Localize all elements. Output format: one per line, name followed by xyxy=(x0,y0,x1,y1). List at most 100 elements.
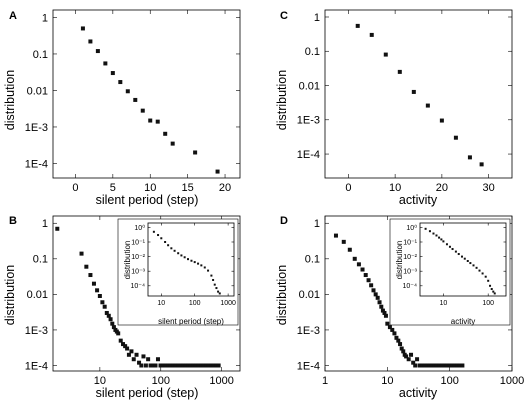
data-point xyxy=(139,363,144,368)
inset-data-point xyxy=(217,290,220,293)
y-tick-label: 1E-3 xyxy=(25,325,48,337)
panel-b: B 10 100 1000 1 0.1 0.01 1E-3 1E-4 silent period … xyxy=(3,215,241,400)
inset-data-point xyxy=(469,262,472,265)
data-point xyxy=(131,357,136,362)
inset-data-point xyxy=(435,234,438,237)
data-point xyxy=(380,308,385,313)
data-point xyxy=(176,363,181,368)
x-tick-label: 1 xyxy=(322,375,328,387)
inset-background xyxy=(389,218,511,326)
data-point xyxy=(80,26,85,31)
inset-data-point xyxy=(454,250,457,253)
inset-data-point xyxy=(200,264,203,267)
data-point xyxy=(455,363,460,368)
data-point xyxy=(355,23,360,28)
data-point xyxy=(118,338,123,343)
data-point xyxy=(347,247,352,252)
data-point xyxy=(191,363,196,368)
data-point xyxy=(181,363,186,368)
data-point xyxy=(429,363,434,368)
y-axis-label: distribution xyxy=(395,241,404,280)
x-tick-label: 1000 xyxy=(220,300,236,307)
x-tick-label: 1000 xyxy=(500,375,524,387)
inset-data-point xyxy=(157,234,160,237)
data-point xyxy=(121,342,126,347)
data-point xyxy=(467,155,472,160)
inset-data-point xyxy=(438,236,441,239)
inset-data-point xyxy=(428,230,431,233)
x-axis-label: activity xyxy=(399,193,438,207)
inset-data-point xyxy=(487,279,490,282)
data-point xyxy=(411,89,416,94)
panel-letter: C xyxy=(280,10,288,22)
data-point xyxy=(110,321,115,326)
data-point xyxy=(193,150,198,155)
y-tick-label: 1E-4 xyxy=(297,360,320,372)
data-point xyxy=(146,357,151,362)
y-tick-label: 10⁻³ xyxy=(131,269,145,276)
plot-frame xyxy=(52,215,241,372)
x-axis-label: silent period (step) xyxy=(96,193,199,207)
inset-data-point xyxy=(164,240,167,243)
inset-data-point xyxy=(472,264,475,267)
panel-letter: B xyxy=(9,215,17,227)
data-point xyxy=(382,310,387,315)
inset-plot-frame xyxy=(419,222,507,297)
y-tick-label: 1E-4 xyxy=(297,149,320,161)
data-point xyxy=(166,363,171,368)
y-tick-label: 10⁻¹ xyxy=(131,239,145,246)
x-axis-label: silent period (step) xyxy=(96,386,199,400)
data-point xyxy=(125,346,130,351)
data-point xyxy=(373,292,378,297)
inset-data-point xyxy=(478,269,481,272)
inset-data-point xyxy=(481,272,484,275)
data-point xyxy=(369,32,374,37)
data-point xyxy=(383,313,388,318)
data-point xyxy=(404,354,409,359)
y-tick-label: 0.1 xyxy=(33,254,48,266)
data-point xyxy=(439,363,444,368)
y-tick-label: 1E-3 xyxy=(25,122,48,134)
data-point xyxy=(88,273,93,278)
y-tick-label: 1E-3 xyxy=(297,115,320,127)
y-axis-label: distribution xyxy=(3,70,17,130)
data-point xyxy=(375,295,380,300)
panel-a: A 0 5 10 15 20 1 0.1 0.01 1E-3 1E-4 silent period (… xyxy=(3,9,241,207)
inset-data-point xyxy=(448,245,451,248)
inset-data-point xyxy=(167,244,170,247)
x-axis-label: activity xyxy=(451,317,475,326)
inset-data-point xyxy=(492,290,495,293)
y-tick-label: 0.01 xyxy=(299,80,320,92)
data-point xyxy=(163,363,168,368)
x-tick-label: 10 xyxy=(94,375,106,387)
y-axis-label: distribution xyxy=(123,241,132,280)
data-point xyxy=(432,363,437,368)
inset-data-point xyxy=(466,259,469,262)
data-point xyxy=(360,267,365,272)
panel-letter: D xyxy=(280,215,288,227)
y-tick-label: 0.1 xyxy=(33,49,48,61)
data-point xyxy=(409,352,414,357)
data-point xyxy=(385,321,390,326)
data-point xyxy=(100,300,105,305)
inset-data-point xyxy=(212,278,215,281)
data-point xyxy=(398,342,403,347)
inset-data-point xyxy=(170,247,173,250)
inset-data-point xyxy=(207,269,210,272)
x-tick-label: 100 xyxy=(482,300,494,307)
data-point xyxy=(371,288,376,293)
data-point xyxy=(453,135,458,140)
data-point xyxy=(143,363,148,368)
data-point xyxy=(457,363,462,368)
data-point xyxy=(55,226,60,231)
data-point xyxy=(383,52,388,57)
y-tick-label: 1 xyxy=(42,218,48,230)
inset-data-point xyxy=(173,249,176,252)
y-tick-label: 1 xyxy=(314,12,320,24)
inset-data-point xyxy=(432,232,435,235)
data-point xyxy=(163,131,168,136)
data-point xyxy=(392,331,397,336)
y-tick-label: 1E-4 xyxy=(25,360,48,372)
data-point xyxy=(352,256,357,261)
